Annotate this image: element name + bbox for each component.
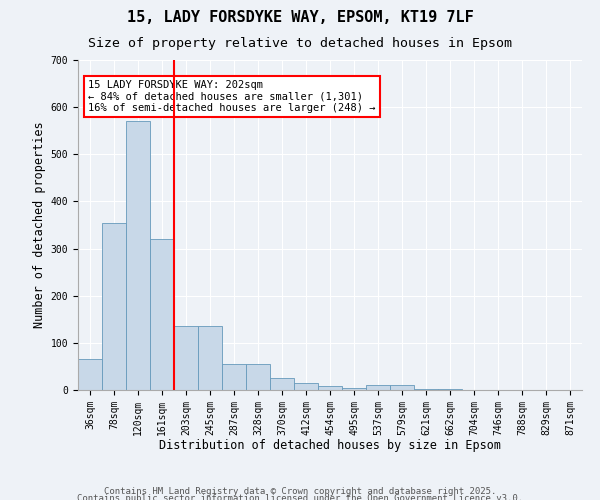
Bar <box>390 386 414 390</box>
Bar <box>78 360 102 390</box>
Bar <box>366 386 390 390</box>
X-axis label: Distribution of detached houses by size in Epsom: Distribution of detached houses by size … <box>159 439 501 452</box>
Text: Contains public sector information licensed under the Open Government Licence v3: Contains public sector information licen… <box>77 494 523 500</box>
Bar <box>342 388 366 390</box>
Text: Size of property relative to detached houses in Epsom: Size of property relative to detached ho… <box>88 38 512 51</box>
Text: Contains HM Land Registry data © Crown copyright and database right 2025.: Contains HM Land Registry data © Crown c… <box>104 488 496 496</box>
Bar <box>294 383 318 390</box>
Bar <box>126 122 150 390</box>
Bar <box>222 364 246 390</box>
Bar <box>246 364 270 390</box>
Bar <box>270 378 294 390</box>
Y-axis label: Number of detached properties: Number of detached properties <box>34 122 46 328</box>
Bar <box>318 386 342 390</box>
Bar <box>102 222 126 390</box>
Bar <box>150 239 174 390</box>
Text: 15, LADY FORSDYKE WAY, EPSOM, KT19 7LF: 15, LADY FORSDYKE WAY, EPSOM, KT19 7LF <box>127 10 473 25</box>
Bar <box>414 388 438 390</box>
Bar <box>198 326 222 390</box>
Text: 15 LADY FORSDYKE WAY: 202sqm
← 84% of detached houses are smaller (1,301)
16% of: 15 LADY FORSDYKE WAY: 202sqm ← 84% of de… <box>88 80 376 113</box>
Bar <box>174 326 198 390</box>
Bar <box>438 389 462 390</box>
